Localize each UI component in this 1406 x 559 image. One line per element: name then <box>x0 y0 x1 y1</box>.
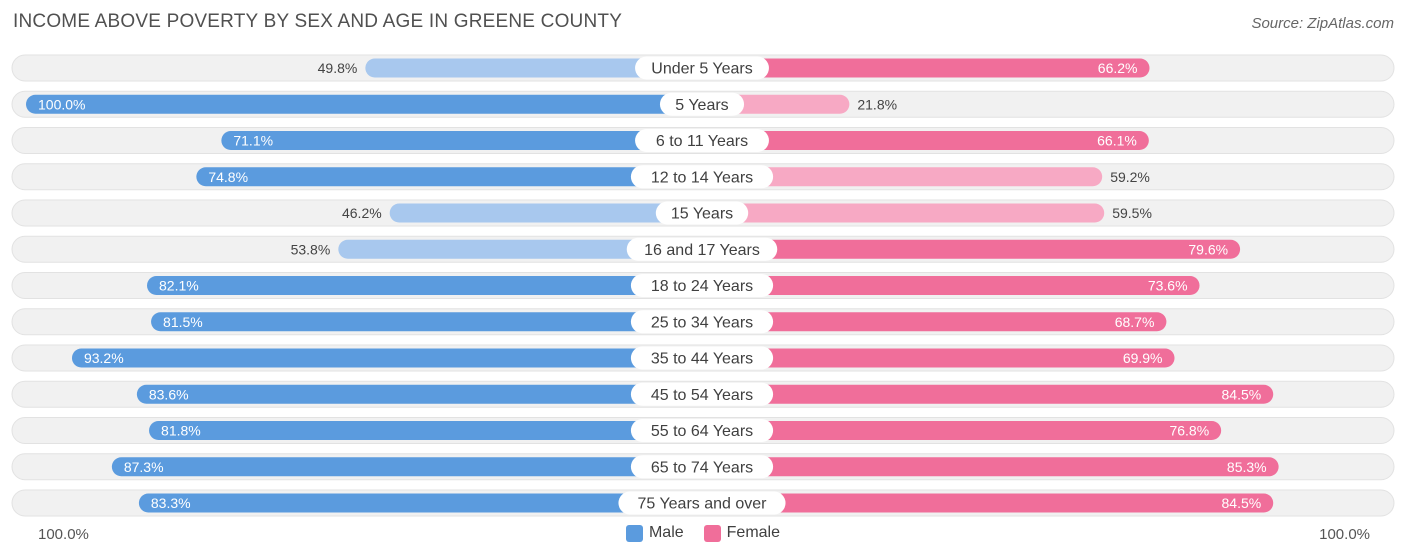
male-bar <box>71 348 702 368</box>
female-value-label: 76.8% <box>1169 423 1209 439</box>
female-value-label: 66.1% <box>1097 133 1137 149</box>
female-bar <box>702 58 1150 78</box>
male-bar <box>147 276 702 295</box>
male-value-label: 93.2% <box>84 350 124 366</box>
female-value-label: 66.2% <box>1098 60 1138 76</box>
male-value-label: 100.0% <box>38 96 85 112</box>
male-value-label: 83.6% <box>149 386 189 402</box>
male-bar <box>136 384 702 404</box>
category-label-bg <box>635 129 769 152</box>
male-bar <box>338 239 702 259</box>
female-bar <box>702 239 1241 259</box>
category-label-bg <box>655 201 749 225</box>
category-label-bg <box>630 310 774 334</box>
legend-item-male[interactable]: Male <box>625 524 684 542</box>
male-value-label: 71.1% <box>233 133 273 149</box>
category-label: 18 to 24 Years <box>651 278 753 295</box>
category-label-bg <box>630 419 774 442</box>
male-bar <box>365 58 702 78</box>
female-value-label: 59.2% <box>1110 169 1150 185</box>
male-bar <box>196 167 703 187</box>
category-label-bg <box>630 165 774 189</box>
female-value-label: 21.8% <box>857 96 897 112</box>
male-bar <box>151 312 702 332</box>
female-bar <box>702 493 1274 513</box>
category-label-bg <box>659 92 745 116</box>
female-bar <box>702 421 1222 440</box>
legend-label-female: Female <box>726 524 781 541</box>
category-label-bg <box>630 274 774 297</box>
female-bar <box>702 348 1175 368</box>
female-bar <box>702 312 1167 332</box>
male-value-label: 74.8% <box>208 169 248 185</box>
legend-label-male: Male <box>648 524 684 541</box>
female-value-label: 84.5% <box>1222 386 1262 402</box>
female-value-label: 59.5% <box>1112 205 1152 221</box>
male-value-label: 46.2% <box>342 205 382 221</box>
female-bar <box>702 203 1105 223</box>
male-value-label: 81.8% <box>161 423 201 439</box>
category-label: 45 to 54 Years <box>651 387 753 404</box>
male-bar <box>111 457 703 477</box>
male-bar <box>221 131 702 150</box>
male-bar <box>389 203 702 223</box>
category-label: 75 Years and over <box>638 496 768 513</box>
female-value-label: 68.7% <box>1115 314 1155 330</box>
category-label-bg <box>630 382 774 406</box>
female-value-label: 79.6% <box>1188 241 1228 257</box>
category-label-bg <box>618 491 786 515</box>
female-value-label: 85.3% <box>1227 459 1267 475</box>
female-bar <box>702 276 1200 295</box>
female-bar <box>702 457 1279 477</box>
category-label: Under 5 Years <box>651 61 752 78</box>
category-label: 6 to 11 Years <box>656 133 748 150</box>
chart-title: INCOME ABOVE POVERTY BY SEX AND AGE IN G… <box>13 11 623 32</box>
female-value-label: 84.5% <box>1222 495 1262 511</box>
category-label-bg <box>626 237 778 261</box>
female-bar <box>702 167 1103 187</box>
female-bar <box>702 384 1274 404</box>
male-value-label: 83.3% <box>151 495 191 511</box>
legend-item-female[interactable]: Female <box>703 524 781 542</box>
male-bar <box>26 94 702 114</box>
male-value-label: 87.3% <box>124 459 164 475</box>
category-label-bg <box>630 346 774 370</box>
category-label-bg <box>630 455 774 479</box>
source-credit: Source: ZipAtlas.com <box>1251 15 1394 32</box>
category-label: 35 to 44 Years <box>651 351 753 368</box>
male-value-label: 49.8% <box>318 60 358 76</box>
female-bar <box>702 131 1149 150</box>
category-label-bg <box>635 56 769 80</box>
category-label: 25 to 34 Years <box>651 314 753 331</box>
female-value-label: 73.6% <box>1148 278 1188 294</box>
male-bar <box>149 421 703 440</box>
category-label: 5 Years <box>675 97 728 114</box>
legend-swatch-female <box>703 524 721 542</box>
category-label: 16 and 17 Years <box>644 242 760 259</box>
male-value-label: 81.5% <box>163 314 203 330</box>
female-value-label: 69.9% <box>1123 350 1163 366</box>
category-label: 15 Years <box>671 206 733 223</box>
axis-right-label: 100.0% <box>1319 526 1370 543</box>
male-value-label: 53.8% <box>291 241 331 257</box>
legend-swatch-male <box>625 524 643 542</box>
category-label: 55 to 64 Years <box>651 423 753 440</box>
category-label: 65 to 74 Years <box>651 459 753 476</box>
category-label: 12 to 14 Years <box>651 169 753 186</box>
legend: Male Female <box>0 524 1406 542</box>
male-bar <box>138 493 703 513</box>
male-value-label: 82.1% <box>159 278 199 294</box>
axis-left-label: 100.0% <box>38 526 89 543</box>
